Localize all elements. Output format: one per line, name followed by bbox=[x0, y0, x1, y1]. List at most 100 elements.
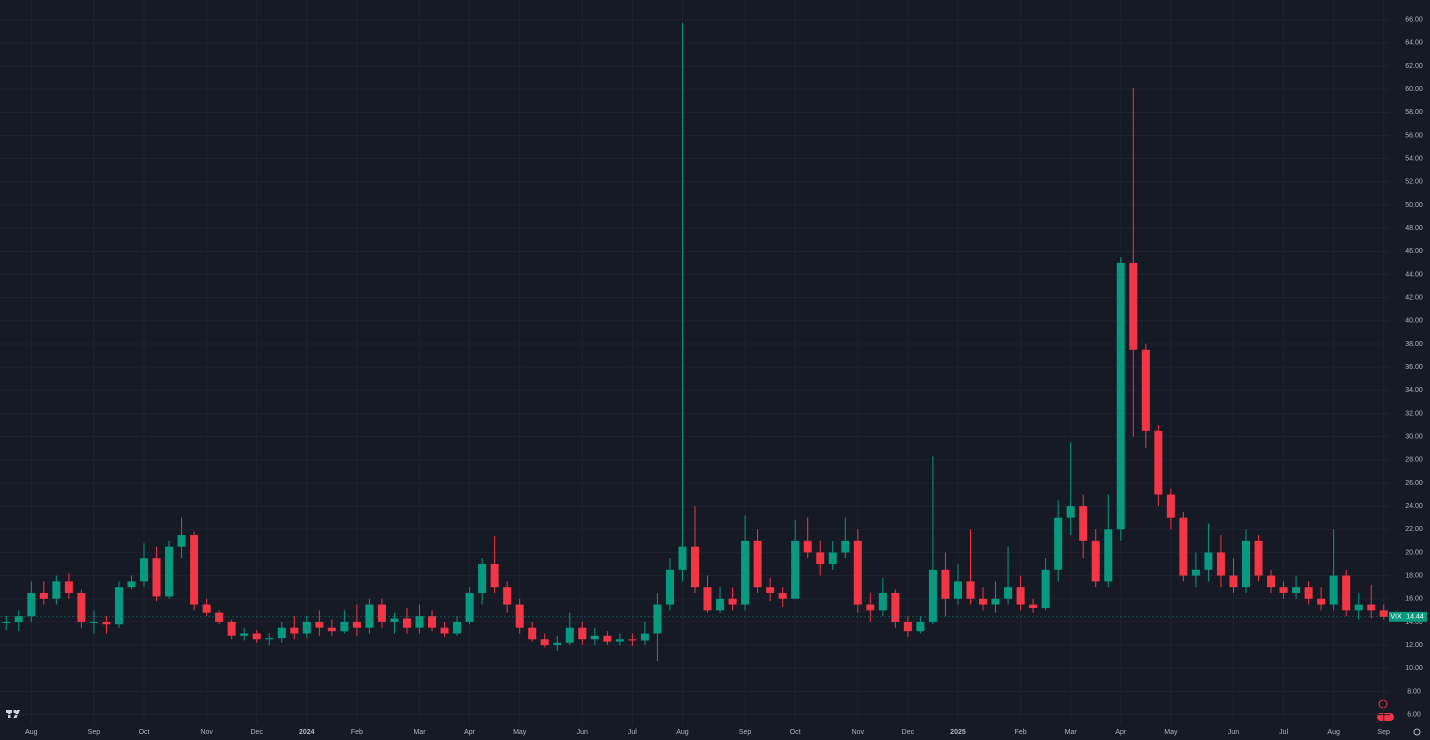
candle-body bbox=[928, 569, 937, 622]
candle-body bbox=[1304, 587, 1313, 599]
y-tick-label: 34.00 bbox=[1405, 387, 1423, 394]
x-tick-label: Jul bbox=[1279, 729, 1288, 736]
y-tick-label: 36.00 bbox=[1405, 364, 1423, 371]
candle-body bbox=[215, 612, 224, 622]
candle-body bbox=[553, 642, 562, 646]
y-tick-label: 12.00 bbox=[1405, 642, 1423, 649]
candle-body bbox=[703, 587, 712, 611]
candle-body bbox=[1029, 604, 1038, 609]
candle-body bbox=[1254, 540, 1263, 576]
logo-part bbox=[13, 709, 17, 714]
candle-body bbox=[453, 621, 462, 634]
candle-body bbox=[1367, 604, 1376, 611]
x-tick-label: Mar bbox=[1065, 729, 1078, 736]
y-tick-label: 28.00 bbox=[1405, 457, 1423, 464]
x-tick-label: Jun bbox=[577, 729, 588, 736]
candle-body bbox=[1116, 262, 1125, 530]
candle-body bbox=[741, 540, 750, 605]
grid bbox=[0, 0, 1390, 725]
candle-body bbox=[1241, 540, 1250, 588]
candle-body bbox=[440, 627, 449, 634]
y-tick-label: 48.00 bbox=[1405, 225, 1423, 232]
symbol-label: VIX bbox=[1390, 614, 1402, 621]
candle-body bbox=[14, 616, 23, 622]
x-tick-label: Sep bbox=[1378, 729, 1391, 736]
x-tick-label: Sep bbox=[739, 729, 752, 736]
x-tick-label: Jun bbox=[1228, 729, 1239, 736]
candle-body bbox=[728, 598, 737, 605]
candle-body bbox=[1317, 598, 1326, 605]
candle-body bbox=[828, 552, 837, 565]
candle-body bbox=[277, 627, 286, 639]
candle-body bbox=[340, 621, 349, 632]
candles bbox=[2, 23, 1388, 662]
candle-body bbox=[1004, 587, 1013, 599]
candle-body bbox=[302, 621, 311, 634]
x-tick-label: Aug bbox=[25, 729, 38, 736]
candle-body bbox=[891, 592, 900, 622]
y-tick-label: 22.00 bbox=[1405, 526, 1423, 533]
candle-body bbox=[1016, 587, 1025, 605]
logo-part bbox=[13, 710, 20, 718]
candle-body bbox=[665, 569, 674, 605]
y-tick-label: 14.00 bbox=[1405, 619, 1423, 626]
candle-body bbox=[1279, 587, 1288, 593]
candle-body bbox=[565, 627, 574, 643]
candle-body bbox=[690, 546, 700, 588]
candle-body bbox=[377, 604, 386, 622]
candle-body bbox=[590, 635, 599, 640]
candle-body bbox=[578, 627, 587, 640]
x-tick-label: Aug bbox=[676, 729, 689, 736]
candle-body bbox=[428, 616, 437, 628]
candle-body bbox=[816, 552, 825, 565]
candle-body bbox=[252, 633, 261, 640]
candle-body bbox=[478, 564, 487, 593]
candle-body bbox=[102, 621, 111, 625]
candle-body bbox=[1129, 262, 1138, 350]
candle-body bbox=[1216, 552, 1225, 576]
y-tick-label: 46.00 bbox=[1405, 248, 1423, 255]
candle-body bbox=[941, 569, 950, 599]
x-tick-label: Dec bbox=[902, 729, 915, 736]
candle-body bbox=[1079, 506, 1088, 541]
x-tick-label: May bbox=[1164, 729, 1178, 736]
candle-body bbox=[177, 535, 186, 547]
candle-body bbox=[352, 621, 361, 628]
event-icon[interactable] bbox=[1378, 699, 1388, 709]
x-tick-label: Feb bbox=[1015, 729, 1027, 736]
x-tick-label: Nov bbox=[200, 729, 213, 736]
candle-body bbox=[77, 592, 86, 622]
candle-body bbox=[1091, 540, 1100, 582]
settings-icon[interactable] bbox=[1413, 728, 1421, 736]
x-tick-label: Aug bbox=[1327, 729, 1340, 736]
candle-body bbox=[778, 592, 787, 599]
x-tick-label: Dec bbox=[250, 729, 263, 736]
y-tick-label: 42.00 bbox=[1405, 294, 1423, 301]
x-tick-label: Feb bbox=[351, 729, 363, 736]
candle-body bbox=[766, 587, 775, 593]
y-tick-label: 66.00 bbox=[1405, 17, 1423, 24]
last-price-box bbox=[1389, 611, 1427, 622]
candle-body bbox=[1329, 575, 1338, 605]
y-tick-label: 32.00 bbox=[1405, 410, 1423, 417]
candle-body bbox=[1379, 610, 1388, 617]
candle-body bbox=[1292, 587, 1301, 593]
y-tick-label: 24.00 bbox=[1405, 503, 1423, 510]
x-tick-label: Apr bbox=[464, 729, 476, 736]
candle-body bbox=[615, 639, 624, 642]
candle-body bbox=[265, 638, 274, 640]
candle-body bbox=[1179, 517, 1188, 576]
y-tick-label: 52.00 bbox=[1405, 179, 1423, 186]
candle-body bbox=[966, 581, 975, 599]
candle-body bbox=[628, 639, 637, 641]
y-tick-label: 26.00 bbox=[1405, 480, 1423, 487]
y-tick-label: 6.00 bbox=[1407, 711, 1421, 718]
y-tick-label: 58.00 bbox=[1405, 109, 1423, 116]
candle-body bbox=[327, 627, 336, 632]
candle-body bbox=[653, 604, 662, 634]
candle-body bbox=[1154, 430, 1163, 495]
y-tick-label: 44.00 bbox=[1405, 271, 1423, 278]
candle-body bbox=[140, 558, 149, 582]
candle-body bbox=[315, 621, 324, 628]
